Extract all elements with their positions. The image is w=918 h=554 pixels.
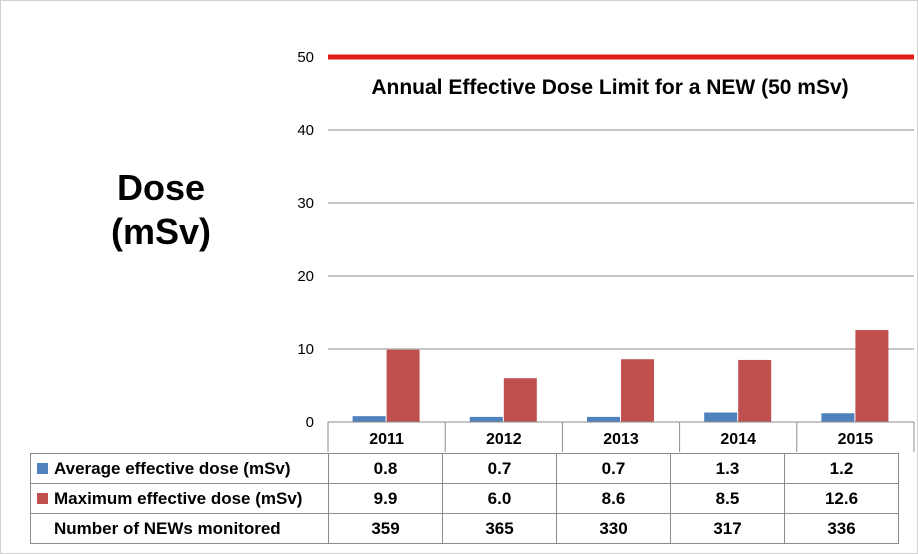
- y-tick-label: 10: [297, 341, 314, 358]
- x-tick-label: 2011: [369, 431, 404, 448]
- y-tick-label: 40: [297, 122, 314, 139]
- row-label: Number of NEWs monitored: [54, 518, 281, 538]
- x-tick-label: 2015: [838, 431, 874, 448]
- bar-maximum-dose: [738, 359, 772, 422]
- legend-key-icon: [37, 523, 48, 534]
- table-cell: 1.3: [670, 453, 785, 484]
- table-cell: 0.7: [556, 453, 671, 484]
- bar-maximum-dose: [855, 330, 889, 422]
- table-cell: 8.6: [556, 483, 671, 514]
- bar-average-dose: [352, 416, 386, 422]
- x-tick-label: 2013: [603, 431, 639, 448]
- bar-maximum-dose: [621, 359, 654, 422]
- table-row-header: Number of NEWs monitored: [30, 513, 329, 544]
- table-row: Average effective dose (mSv) 0.8 0.7 0.7 1.3…: [30, 453, 899, 484]
- bar-average-dose: [704, 412, 738, 422]
- y-tick-label: 20: [297, 268, 314, 285]
- bar-maximum-dose: [503, 378, 537, 422]
- table-cell: 317: [670, 513, 785, 544]
- dose-limit-label: Annual Effective Dose Limit for a NEW (5…: [371, 76, 848, 99]
- table-cell: 1.2: [784, 453, 899, 484]
- table-cell: 0.7: [442, 453, 557, 484]
- table-cell: 359: [328, 513, 443, 544]
- y-tick-label: 50: [297, 49, 314, 66]
- y-axis-label: Dose (mSv): [96, 166, 226, 254]
- y-tick-label: 0: [306, 414, 314, 431]
- table-cell: 0.8: [328, 453, 443, 484]
- table-cell: 8.5: [670, 483, 785, 514]
- bar-average-dose: [821, 413, 855, 422]
- table-row-header: Average effective dose (mSv): [30, 453, 329, 484]
- x-tick-label: 2012: [486, 431, 522, 448]
- y-tick-label: 30: [297, 195, 314, 212]
- bar-average-dose: [469, 416, 503, 422]
- table-cell: 330: [556, 513, 671, 544]
- bar-chart: 0 10 20 30 40 50 2011 2012 2013 2014 2015 Annual Ef…: [297, 49, 915, 452]
- y-axis-label-line-2: (mSv): [110, 211, 212, 252]
- row-label: Average effective dose (mSv): [54, 458, 291, 478]
- table-row: Number of NEWs monitored 359 365 330 317 336: [30, 513, 899, 544]
- table-cell: 365: [442, 513, 557, 544]
- legend-key-icon: [37, 492, 48, 504]
- x-tick-label: 2014: [720, 431, 756, 448]
- bar-maximum-dose: [386, 349, 420, 422]
- table-cell: 336: [784, 513, 899, 544]
- row-label: Maximum effective dose (mSv): [54, 488, 303, 508]
- y-axis-label-line-1: Dose: [116, 167, 206, 208]
- bar-average-dose: [587, 416, 620, 422]
- table-row: Maximum effective dose (mSv) 9.9 6.0 8.6 8.5…: [30, 483, 899, 514]
- legend-key-icon: [37, 462, 48, 474]
- table-cell: 6.0: [442, 483, 557, 514]
- table-cell: 9.9: [328, 483, 443, 514]
- data-table: Average effective dose (mSv) 0.8 0.7 0.7 1.3…: [30, 453, 899, 544]
- table-row-header: Maximum effective dose (mSv): [30, 483, 329, 514]
- table-cell: 12.6: [784, 483, 899, 514]
